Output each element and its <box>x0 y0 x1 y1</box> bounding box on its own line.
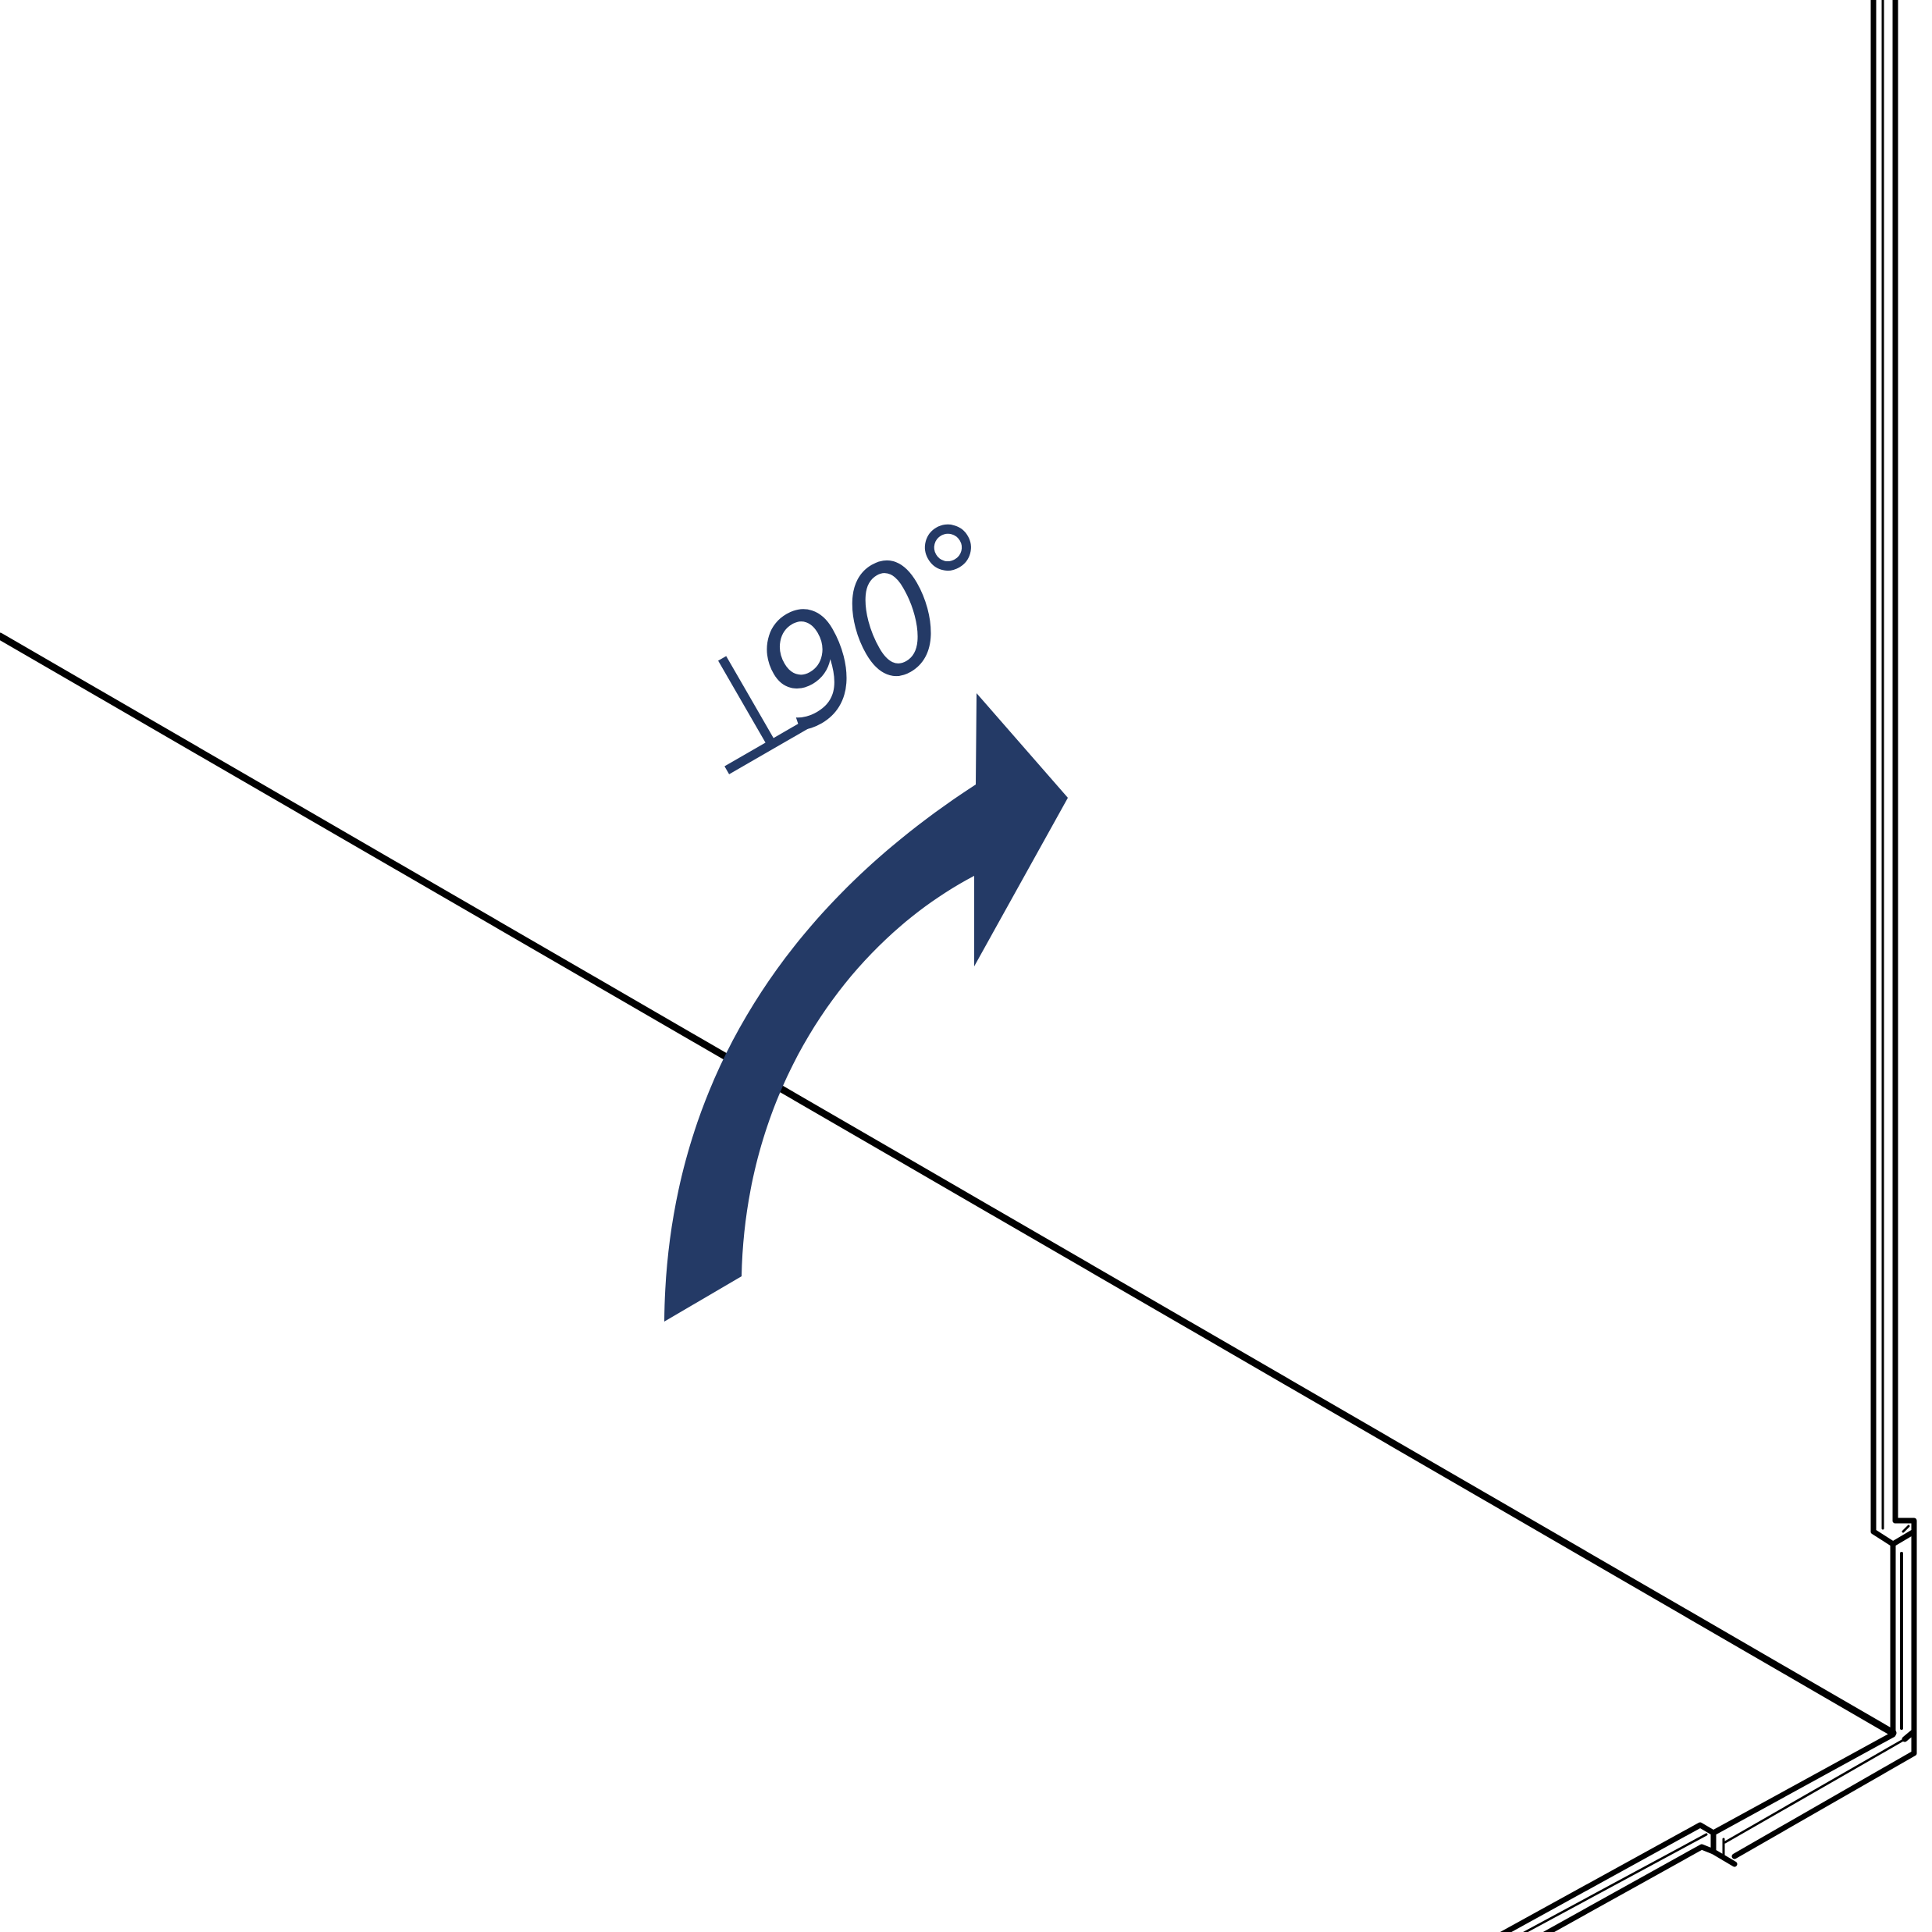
vertical-rail <box>1870 0 1898 1535</box>
corner-bracket <box>1870 1517 1917 1742</box>
rotation-arrow-icon <box>664 693 1068 1322</box>
base-rail <box>1500 1728 1917 1932</box>
hinge-line <box>0 632 1897 1737</box>
